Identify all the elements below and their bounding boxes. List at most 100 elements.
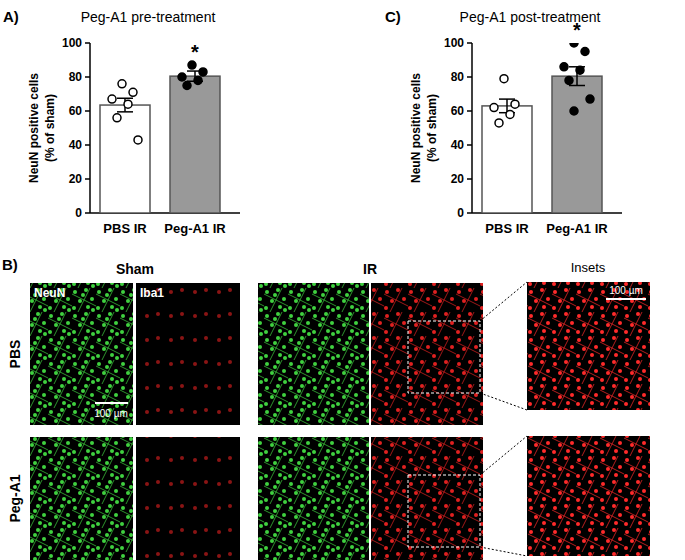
y-label: (% of sham) <box>425 94 439 162</box>
inset-connector <box>480 436 527 475</box>
point <box>134 136 142 144</box>
significance: * <box>573 19 581 41</box>
inset-connector <box>480 393 527 410</box>
point <box>500 75 508 83</box>
column-label: Insets <box>571 260 606 275</box>
y-tick-label: 80 <box>69 70 83 84</box>
y-tick-label: 40 <box>451 138 465 152</box>
y-tick-label: 0 <box>457 206 464 220</box>
point <box>511 100 519 108</box>
row-label: PBS <box>7 340 23 369</box>
y-axis <box>471 43 473 213</box>
y-tick <box>467 42 472 44</box>
point <box>576 66 584 74</box>
inset <box>527 436 650 556</box>
y-tick <box>85 212 90 214</box>
point <box>199 68 207 76</box>
significance: * <box>191 41 199 63</box>
y-tick <box>467 212 472 214</box>
point <box>586 95 594 103</box>
channel-label: Iba1 <box>140 286 164 300</box>
y-tick <box>85 42 90 44</box>
y-tick-label: 60 <box>451 104 465 118</box>
point <box>118 80 126 88</box>
point <box>108 95 116 103</box>
point <box>490 104 498 112</box>
y-tick-label: 100 <box>444 36 464 50</box>
y-tick-label: 40 <box>69 138 83 152</box>
y-tick-label: 60 <box>69 104 83 118</box>
y-tick <box>467 144 472 146</box>
y-tick-label: 80 <box>451 70 465 84</box>
y-tick <box>467 110 472 112</box>
y-tick-label: 20 <box>69 172 83 186</box>
point <box>113 114 121 122</box>
point <box>560 63 568 71</box>
micrograph <box>136 437 240 560</box>
micrograph <box>371 283 483 425</box>
bar <box>482 106 532 213</box>
inset-box <box>408 321 480 393</box>
y-tick-label: 20 <box>451 172 465 186</box>
marks <box>482 43 602 213</box>
x-tick-label: Peg-A1 IR <box>164 221 226 236</box>
channel-label: NeuN <box>34 286 65 300</box>
micrograph <box>30 283 133 425</box>
error-cap <box>499 98 515 100</box>
inset-connector <box>480 547 527 556</box>
y-tick <box>467 76 472 78</box>
point <box>178 73 186 81</box>
column-label: Sham <box>116 261 154 277</box>
panel-label: B) <box>2 256 18 273</box>
scale-bar <box>606 298 646 300</box>
micrograph <box>258 437 369 560</box>
panel-label: C) <box>385 8 401 25</box>
y-axis <box>89 43 91 213</box>
inset <box>527 282 650 410</box>
chart: C)Peg-A1 post-treatmentNeuN positive cel… <box>385 8 622 236</box>
column-label: IR <box>363 261 377 277</box>
y-label: NeuN positive cells <box>409 73 423 183</box>
y-tick <box>85 178 90 180</box>
point <box>495 119 503 127</box>
inset-connector <box>480 282 527 321</box>
point <box>194 76 202 84</box>
panel-b: B) Sham IR Insets PBS Peg-A1 NeuN Iba1 100 µm 100… <box>2 256 650 560</box>
point <box>183 82 191 90</box>
y-tick <box>85 144 90 146</box>
panel-label: A) <box>3 8 19 25</box>
y-tick <box>85 76 90 78</box>
x-tick-label: PBS IR <box>103 221 147 236</box>
error-cap <box>569 85 585 87</box>
x-tick-label: Peg-A1 IR <box>546 221 608 236</box>
title: Peg-A1 pre-treatment <box>81 9 216 25</box>
y-label: (% of sham) <box>43 94 57 162</box>
point <box>506 110 514 118</box>
y-tick-label: 0 <box>75 206 82 220</box>
scale-bar-label: 100 µm <box>94 408 128 419</box>
micrograph <box>258 283 369 425</box>
scale-bar-label: 100 µm <box>609 285 643 296</box>
error-bar <box>117 98 133 112</box>
figure: A) Peg-A1 pre-treatment NeuN positive cell… <box>0 0 685 560</box>
y-label: NeuN positive cells <box>27 73 41 183</box>
micrograph <box>30 437 133 560</box>
x-tick-label: PBS IR <box>485 221 529 236</box>
scale-bar <box>95 402 128 404</box>
point <box>124 100 132 108</box>
y-tick-label: 100 <box>62 36 82 50</box>
y-tick <box>85 110 90 112</box>
micrograph <box>371 437 483 560</box>
bar <box>100 105 150 213</box>
row-label: Peg-A1 <box>7 474 23 522</box>
point <box>565 76 573 84</box>
bar <box>170 76 220 213</box>
y-tick <box>467 178 472 180</box>
point <box>129 88 137 96</box>
marks <box>100 61 220 213</box>
error-cap <box>117 98 133 100</box>
micrograph <box>136 283 240 425</box>
point <box>581 48 589 56</box>
point <box>570 43 578 47</box>
chart: A) Peg-A1 pre-treatment NeuN positive cell… <box>3 8 240 236</box>
